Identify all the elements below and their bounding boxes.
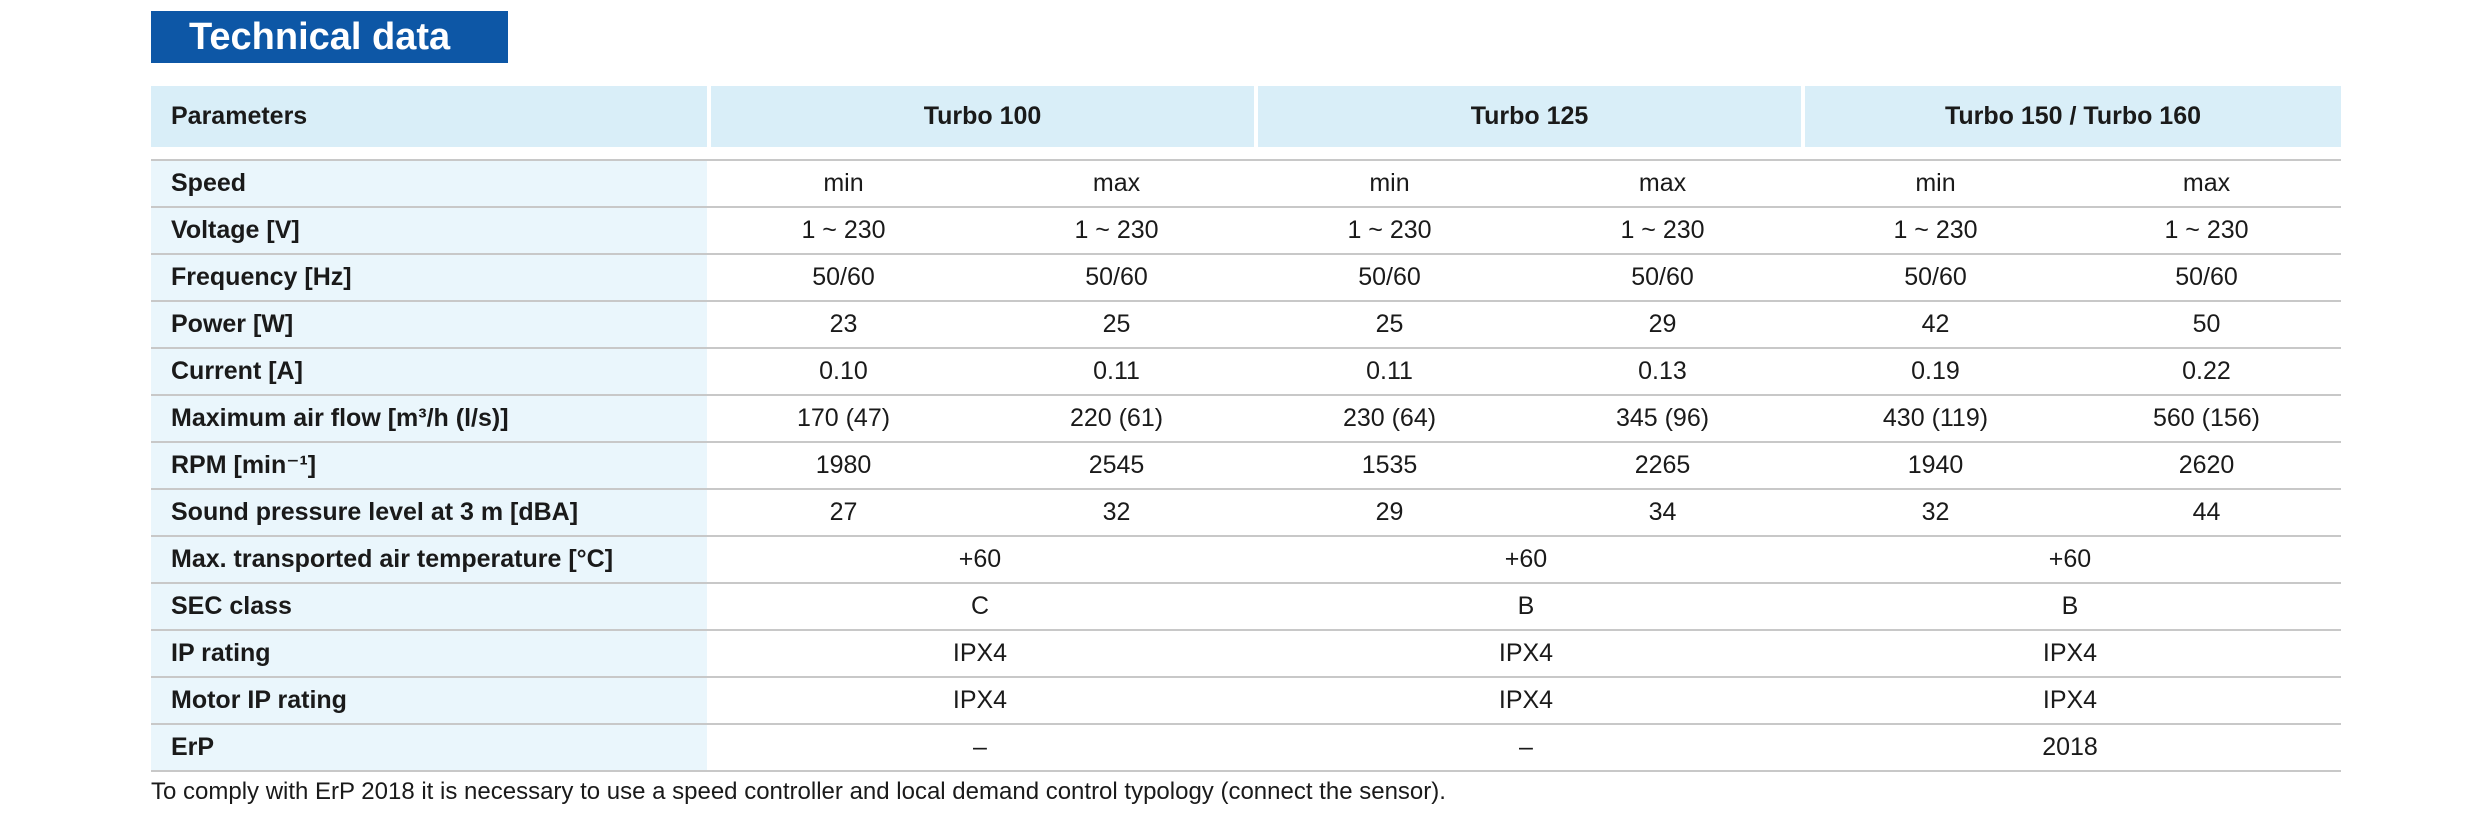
value-cell: 2265 xyxy=(1634,451,1691,479)
value-cell: IPX4 xyxy=(2042,686,2098,714)
value-cell: 1 ~ 230 xyxy=(1347,216,1432,244)
parameter-cell: ErP xyxy=(151,725,707,770)
value-cell: 345 (96) xyxy=(1615,404,1710,432)
table-row: Sound pressure level at 3 m [dBA] 27 32 29 3… xyxy=(151,490,2341,537)
value-cell: +60 xyxy=(2048,545,2092,573)
table-row: Current [A] 0.10 0.11 0.11 0.13 0.19 0.22 xyxy=(151,349,2341,396)
parameter-cell: Frequency [Hz] xyxy=(151,255,707,300)
parameter-cell: IP rating xyxy=(151,631,707,676)
value-cell: min xyxy=(1369,169,1410,197)
value-cell: 50/60 xyxy=(1085,263,1148,291)
table-body: Speed min max min max min max Voltage [V] 1 ~ 23… xyxy=(151,161,2341,772)
parameter-cell: Speed xyxy=(151,161,707,206)
value-cell: 0.11 xyxy=(1093,357,1140,385)
value-cell: 0.11 xyxy=(1366,357,1413,385)
table-row: Maximum air flow [m³/h (l/s)] 170 (47) 220… xyxy=(151,396,2341,443)
table-row: Voltage [V] 1 ~ 230 1 ~ 230 1 ~ 230 1 ~ 230 1… xyxy=(151,208,2341,255)
value-cell: min xyxy=(1915,169,1956,197)
value-cell: 1 ~ 230 xyxy=(1074,216,1159,244)
value-cell: 1 ~ 230 xyxy=(1620,216,1705,244)
value-cell: 25 xyxy=(1102,310,1131,338)
value-cell: C xyxy=(970,592,990,620)
value-cell: 42 xyxy=(1921,310,1950,338)
value-cell: 0.22 xyxy=(2182,357,2231,385)
value-cell: 1535 xyxy=(1361,451,1418,479)
value-cell: 50 xyxy=(2192,310,2221,338)
value-cell: 0.19 xyxy=(1911,357,1960,385)
value-cell: 32 xyxy=(1921,498,1950,526)
value-cell: 29 xyxy=(1648,310,1677,338)
value-cell: max xyxy=(1092,169,1141,197)
value-cell: 23 xyxy=(829,310,858,338)
parameter-cell: Power [W] xyxy=(151,302,707,347)
parameter-cell: RPM [min⁻¹] xyxy=(151,443,707,488)
value-cell: IPX4 xyxy=(952,686,1008,714)
technical-data-table: Parameters Turbo 100 Turbo 125 Turbo 150… xyxy=(151,86,2341,772)
value-cell: 2620 xyxy=(2178,451,2235,479)
value-cell: max xyxy=(2182,169,2231,197)
value-cell: 34 xyxy=(1648,498,1677,526)
value-cell: 1 ~ 230 xyxy=(2164,216,2249,244)
table-row: SEC class C B B xyxy=(151,584,2341,631)
header-turbo-150-160: Turbo 150 / Turbo 160 xyxy=(1805,86,2341,147)
page-title: Technical data xyxy=(151,11,508,63)
header-turbo-125: Turbo 125 xyxy=(1258,86,1801,147)
value-cell: 0.13 xyxy=(1638,357,1687,385)
value-cell: IPX4 xyxy=(952,639,1008,667)
value-cell: IPX4 xyxy=(1498,686,1554,714)
value-cell: 1980 xyxy=(815,451,872,479)
value-cell: 50/60 xyxy=(2175,263,2238,291)
table-row: RPM [min⁻¹] 1980 2545 1535 2265 1940 2620 xyxy=(151,443,2341,490)
value-cell: min xyxy=(823,169,864,197)
parameter-cell: Current [A] xyxy=(151,349,707,394)
value-cell: B xyxy=(2061,592,2079,620)
table-row: ErP – – 2018 xyxy=(151,725,2341,772)
value-cell: B xyxy=(1517,592,1535,620)
value-cell: +60 xyxy=(958,545,1002,573)
parameter-cell: Motor IP rating xyxy=(151,678,707,723)
header-parameters: Parameters xyxy=(151,86,707,147)
value-cell: 0.10 xyxy=(819,357,868,385)
table-row: Speed min max min max min max xyxy=(151,161,2341,208)
value-cell: +60 xyxy=(1504,545,1548,573)
table-header-row: Parameters Turbo 100 Turbo 125 Turbo 150… xyxy=(151,86,2341,147)
table-row: Power [W] 23 25 25 29 42 50 xyxy=(151,302,2341,349)
value-cell: 50/60 xyxy=(812,263,875,291)
header-turbo-100: Turbo 100 xyxy=(711,86,1254,147)
value-cell: IPX4 xyxy=(1498,639,1554,667)
value-cell: 50/60 xyxy=(1904,263,1967,291)
value-cell: 1940 xyxy=(1907,451,1964,479)
value-cell: 2018 xyxy=(2042,733,2098,761)
value-cell: 29 xyxy=(1375,498,1404,526)
value-cell: 220 (61) xyxy=(1069,404,1164,432)
value-cell: 44 xyxy=(2192,498,2221,526)
footnote: To comply with ErP 2018 it is necessary … xyxy=(151,778,1446,805)
value-cell: 170 (47) xyxy=(796,404,891,432)
value-cell: 32 xyxy=(1102,498,1131,526)
value-cell: max xyxy=(1638,169,1687,197)
value-cell: 50/60 xyxy=(1358,263,1421,291)
parameter-cell: Voltage [V] xyxy=(151,208,707,253)
value-cell: 230 (64) xyxy=(1342,404,1437,432)
value-cell: 1 ~ 230 xyxy=(801,216,886,244)
value-cell: IPX4 xyxy=(2042,639,2098,667)
value-cell: – xyxy=(1519,733,1533,761)
value-cell: 2545 xyxy=(1088,451,1145,479)
table-row: Frequency [Hz] 50/60 50/60 50/60 50/60 50/60 5… xyxy=(151,255,2341,302)
value-cell: 560 (156) xyxy=(2152,404,2261,432)
value-cell: – xyxy=(973,733,987,761)
value-cell: 27 xyxy=(829,498,858,526)
value-cell: 1 ~ 230 xyxy=(1893,216,1978,244)
value-cell: 25 xyxy=(1375,310,1404,338)
parameter-cell: SEC class xyxy=(151,584,707,629)
parameter-cell: Maximum air flow [m³/h (l/s)] xyxy=(151,396,707,441)
parameter-cell: Max. transported air temperature [°C] xyxy=(151,537,707,582)
table-row: Max. transported air temperature [°C] +60… xyxy=(151,537,2341,584)
table-row: Motor IP rating IPX4 IPX4 IPX4 xyxy=(151,678,2341,725)
parameter-cell: Sound pressure level at 3 m [dBA] xyxy=(151,490,707,535)
header-divider xyxy=(151,147,2341,161)
value-cell: 430 (119) xyxy=(1882,404,1989,432)
value-cell: 50/60 xyxy=(1631,263,1694,291)
table-row: IP rating IPX4 IPX4 IPX4 xyxy=(151,631,2341,678)
